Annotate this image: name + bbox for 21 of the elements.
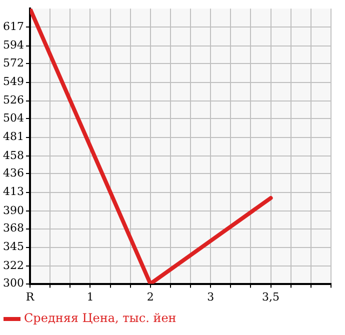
y-tick-label: 322 <box>3 258 24 272</box>
y-tick-label: 481 <box>3 130 24 144</box>
y-tick-label: 368 <box>3 222 24 235</box>
y-tick-label: 526 <box>3 94 24 107</box>
y-tick-label: 504 <box>3 112 24 125</box>
y-tick-label: 458 <box>3 148 24 162</box>
y-tick-label: 617 <box>3 20 24 34</box>
y-tick-label: 390 <box>3 204 24 217</box>
x-tick-label: 3,5 <box>262 290 280 304</box>
y-tick-label: 572 <box>3 56 24 70</box>
x-tick-label: 2 <box>146 290 154 304</box>
legend-label: Средняя Цена, тыс. йен <box>24 311 176 326</box>
x-tick-label: 1 <box>86 290 94 304</box>
x-tick-label: 3 <box>207 290 214 304</box>
x-tick-label: R <box>26 290 35 304</box>
y-tick-label: 594 <box>3 38 24 52</box>
y-tick-label: 345 <box>3 240 24 254</box>
y-tick-label: 436 <box>3 166 24 180</box>
y-tick-label: 413 <box>3 185 24 198</box>
y-tick-label: 300 <box>3 276 24 290</box>
y-tick-label: 549 <box>3 75 24 88</box>
